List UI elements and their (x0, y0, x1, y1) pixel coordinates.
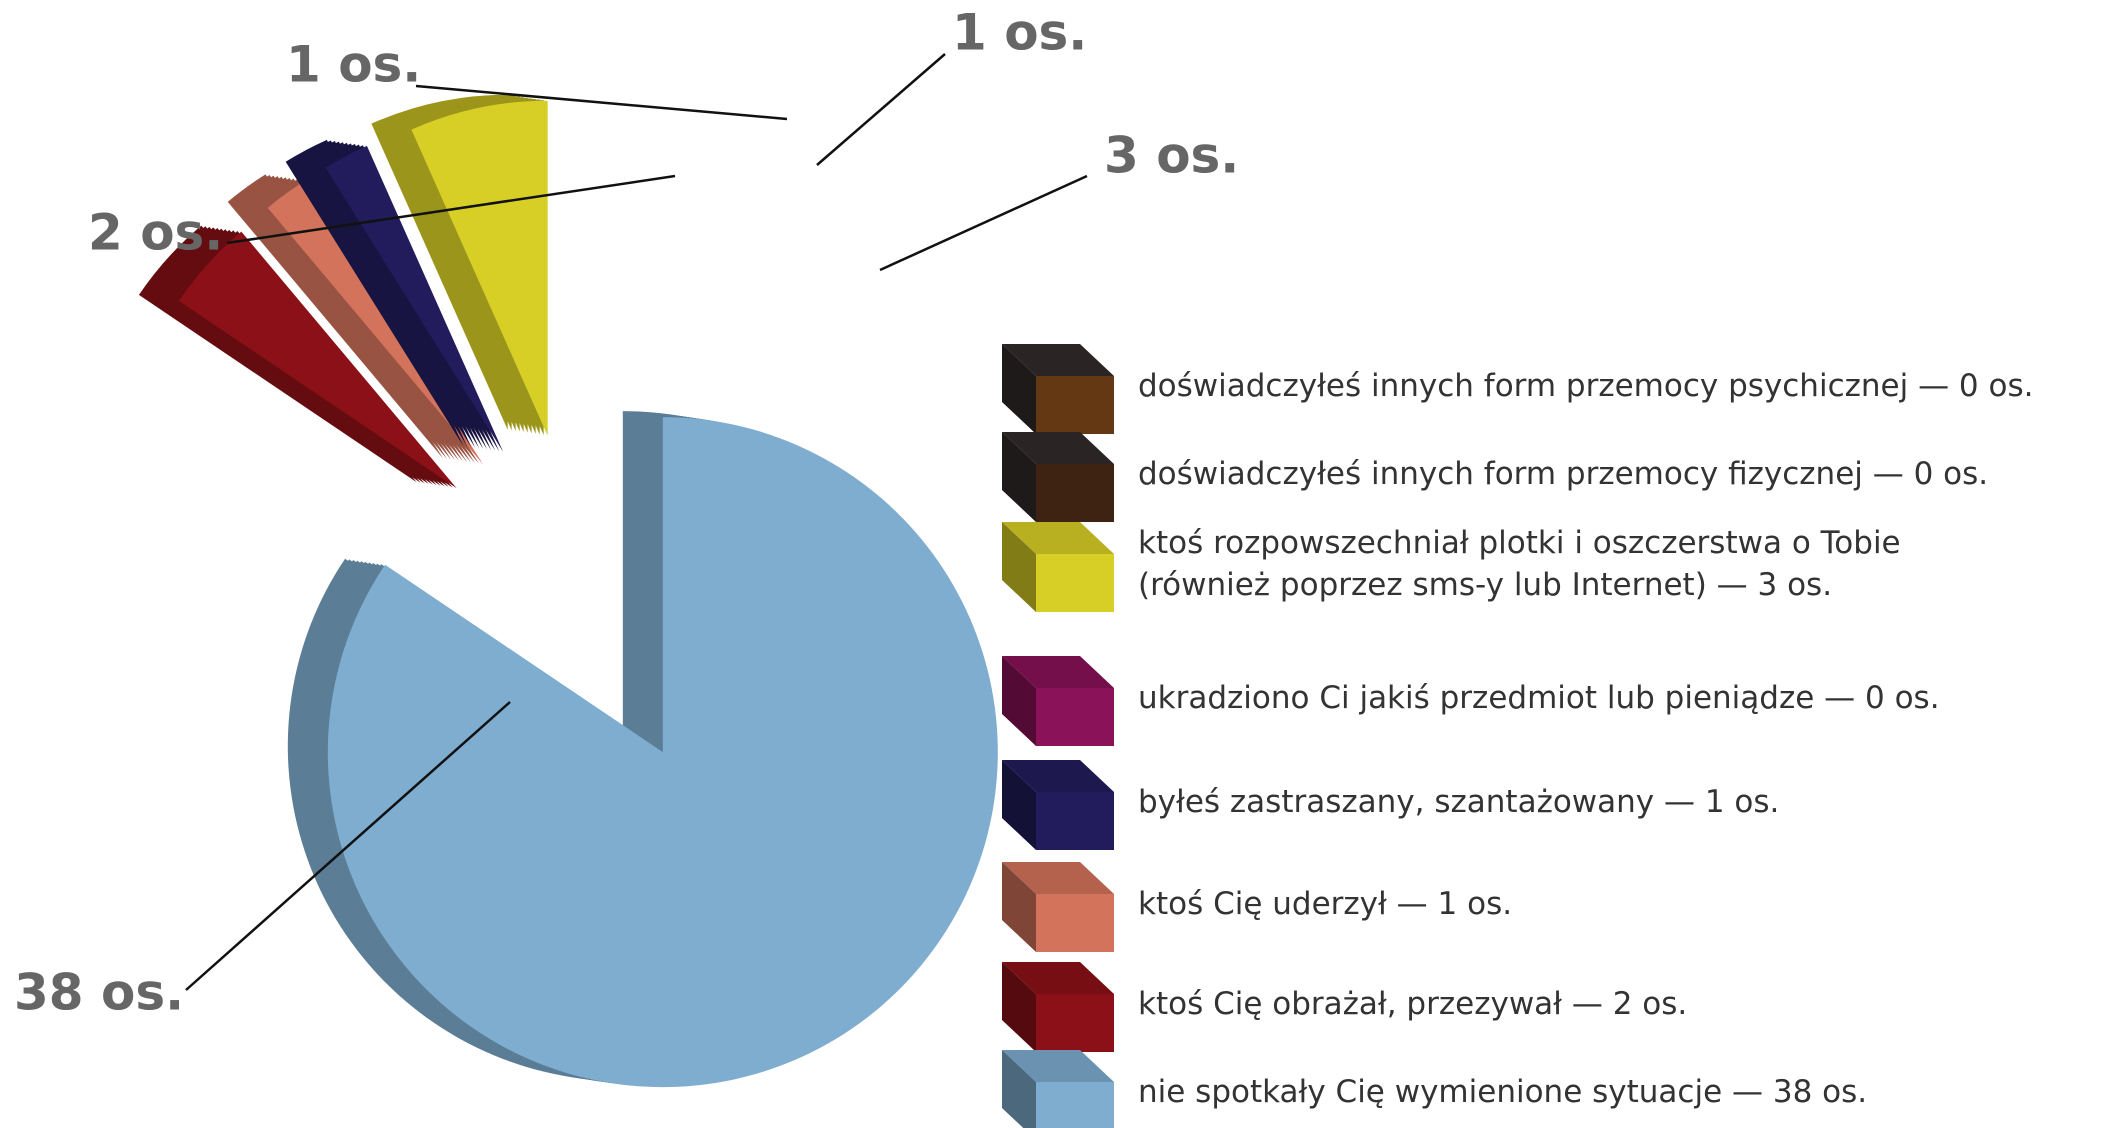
legend-swatch (1002, 760, 1114, 850)
swatch-side (1002, 656, 1036, 746)
leader-line (879, 174, 1088, 272)
legend-label: doświadczyłeś innych form przemocy psych… (1138, 368, 2034, 404)
legend-swatch (1002, 1050, 1114, 1128)
swatch-side (1002, 344, 1036, 434)
slice-group (227, 174, 484, 465)
data-label: 1 os. (952, 4, 1087, 62)
data-label: 2 os. (88, 204, 223, 262)
legend-swatch (1002, 962, 1114, 1052)
legend-swatch (1002, 656, 1114, 746)
legend-item: doświadczyłeś innych form przemocy fizyc… (1000, 424, 1988, 524)
data-label: 1 os. (286, 36, 421, 94)
legend-item: ktoś Cię uderzył — 1 os. (1000, 854, 1512, 954)
leader-line (226, 174, 676, 245)
legend-item: nie spotkały Cię wymienione sytuacje — 3… (1000, 1042, 1867, 1128)
swatch-side (1002, 432, 1036, 522)
legend-swatch (1002, 522, 1114, 612)
swatch-side (1002, 522, 1036, 612)
swatch-front (1036, 1082, 1114, 1128)
swatch-top (1002, 760, 1114, 792)
swatch-top (1002, 862, 1114, 894)
legend-swatch (1002, 432, 1114, 522)
swatch-top (1002, 1050, 1114, 1082)
swatch-top (1002, 344, 1114, 376)
slice-group (138, 225, 457, 489)
legend-item: ktoś Cię obrażał, przezywał — 2 os. (1000, 954, 1687, 1054)
slice (267, 180, 484, 465)
leader-line (185, 701, 511, 991)
swatch-side (1002, 962, 1036, 1052)
data-label: 38 os. (14, 964, 184, 1022)
swatch-top (1002, 656, 1114, 688)
legend-label: doświadczyłeś innych form przemocy fizyc… (1138, 456, 1989, 492)
leader-line (816, 53, 946, 166)
legend-label: ukradziono Ci jakiś przedmiot lub pienią… (1138, 680, 1940, 716)
legend-swatch (1002, 862, 1114, 952)
swatch-front (1036, 376, 1114, 434)
slice-group (371, 94, 548, 436)
legend-item: doświadczyłeś innych form przemocy psych… (1000, 336, 2033, 436)
swatch-top (1002, 432, 1114, 464)
swatch-top (1002, 522, 1114, 554)
legend-label: ktoś Cię obrażał, przezywał — 2 os. (1138, 986, 1688, 1022)
swatch-front (1036, 554, 1114, 612)
swatch-side (1002, 862, 1036, 952)
legend-item: ktoś rozpowszechniał plotki i oszczerstw… (1000, 514, 1901, 614)
swatch-front (1036, 792, 1114, 850)
legend-label: ktoś Cię uderzył — 1 os. (1138, 886, 1513, 922)
legend-swatch (1002, 344, 1114, 434)
swatch-side (1002, 760, 1036, 850)
slice-group (287, 411, 998, 1088)
data-label: 3 os. (1104, 127, 1239, 185)
swatch-side (1002, 1050, 1036, 1128)
slice (327, 417, 998, 1088)
swatch-front (1036, 688, 1114, 746)
swatch-front (1036, 464, 1114, 522)
legend-label: nie spotkały Cię wymienione sytuacje — 3… (1138, 1074, 1868, 1110)
swatch-top (1002, 962, 1114, 994)
legend-label: ktoś rozpowszechniał plotki i oszczerstw… (1138, 525, 1901, 603)
swatch-front (1036, 894, 1114, 952)
legend-label: byłeś zastraszany, szantażowany — 1 os. (1138, 784, 1780, 820)
slice (178, 231, 457, 489)
legend-item: ukradziono Ci jakiś przedmiot lub pienią… (1000, 648, 1940, 748)
swatch-front (1036, 994, 1114, 1052)
slice (411, 100, 548, 436)
leader-line (415, 84, 788, 121)
legend-item: byłeś zastraszany, szantażowany — 1 os. (1000, 752, 1779, 852)
slice-group (285, 139, 504, 452)
